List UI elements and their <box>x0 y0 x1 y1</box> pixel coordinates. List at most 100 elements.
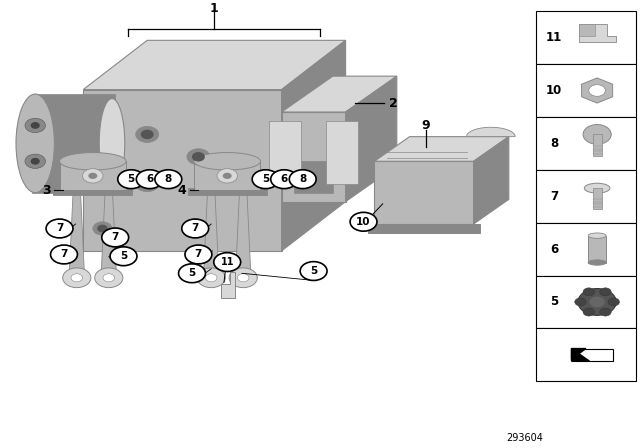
Text: 5: 5 <box>120 251 127 261</box>
Circle shape <box>575 298 586 306</box>
Polygon shape <box>83 90 282 251</box>
Polygon shape <box>221 272 235 298</box>
Text: 5: 5 <box>127 174 135 184</box>
Circle shape <box>88 172 97 179</box>
Text: 6: 6 <box>550 242 558 256</box>
Polygon shape <box>269 121 301 184</box>
Polygon shape <box>593 188 602 209</box>
Polygon shape <box>69 195 84 276</box>
Polygon shape <box>188 188 267 195</box>
Circle shape <box>214 253 241 271</box>
Polygon shape <box>32 94 115 193</box>
Circle shape <box>252 170 279 189</box>
Polygon shape <box>374 137 509 161</box>
Text: 293604: 293604 <box>506 433 543 443</box>
Circle shape <box>102 228 129 247</box>
Circle shape <box>185 245 212 264</box>
Circle shape <box>237 274 249 282</box>
Circle shape <box>31 123 39 128</box>
Text: 8: 8 <box>164 174 172 184</box>
Bar <box>536 170 636 223</box>
Circle shape <box>103 274 115 282</box>
Polygon shape <box>572 349 613 361</box>
Ellipse shape <box>194 153 260 170</box>
Circle shape <box>350 212 377 231</box>
Circle shape <box>589 297 605 307</box>
Circle shape <box>600 288 611 296</box>
Circle shape <box>118 170 145 189</box>
Text: 10: 10 <box>356 217 371 227</box>
Bar <box>536 328 636 381</box>
Circle shape <box>141 180 153 188</box>
Circle shape <box>193 153 204 161</box>
Circle shape <box>136 176 159 192</box>
Circle shape <box>83 168 103 183</box>
Circle shape <box>182 219 209 238</box>
Text: 7: 7 <box>56 224 63 233</box>
Circle shape <box>187 149 210 165</box>
Ellipse shape <box>584 183 610 193</box>
Polygon shape <box>582 78 612 103</box>
Circle shape <box>600 308 611 316</box>
Circle shape <box>25 118 45 133</box>
Ellipse shape <box>16 94 54 193</box>
Circle shape <box>589 85 605 96</box>
Circle shape <box>25 154 45 168</box>
Circle shape <box>46 219 73 238</box>
Polygon shape <box>572 349 586 359</box>
Polygon shape <box>236 195 251 276</box>
Circle shape <box>98 225 107 232</box>
Circle shape <box>136 126 159 142</box>
Circle shape <box>583 125 611 144</box>
Polygon shape <box>53 188 132 195</box>
Polygon shape <box>588 236 606 263</box>
Circle shape <box>51 245 77 264</box>
Bar <box>536 223 636 276</box>
Circle shape <box>155 170 182 189</box>
Circle shape <box>271 170 298 189</box>
Text: 10: 10 <box>546 84 563 97</box>
Text: 7: 7 <box>60 250 68 259</box>
Polygon shape <box>572 349 589 361</box>
Polygon shape <box>294 161 333 193</box>
Bar <box>536 64 636 117</box>
Text: 3: 3 <box>42 184 51 197</box>
Text: 5: 5 <box>310 266 317 276</box>
Polygon shape <box>282 40 346 251</box>
Circle shape <box>31 159 39 164</box>
Text: 7: 7 <box>191 224 199 233</box>
Text: 8: 8 <box>299 174 307 184</box>
Bar <box>536 117 636 170</box>
Bar <box>536 276 636 328</box>
Text: 5: 5 <box>550 295 558 309</box>
Polygon shape <box>474 137 509 224</box>
Circle shape <box>229 268 257 288</box>
Text: 6: 6 <box>280 174 288 184</box>
Circle shape <box>205 274 217 282</box>
Ellipse shape <box>99 99 125 188</box>
Circle shape <box>608 298 620 306</box>
Polygon shape <box>326 121 358 184</box>
Polygon shape <box>204 195 219 276</box>
Polygon shape <box>282 76 397 112</box>
Text: 11: 11 <box>220 257 234 267</box>
Circle shape <box>110 247 137 266</box>
Polygon shape <box>282 112 346 202</box>
Text: 11: 11 <box>546 31 563 44</box>
Text: 7: 7 <box>195 250 202 259</box>
Polygon shape <box>368 224 480 233</box>
Text: 4: 4 <box>177 184 186 197</box>
Text: 5: 5 <box>262 174 269 184</box>
Text: 9: 9 <box>421 119 430 132</box>
Polygon shape <box>593 134 602 156</box>
Polygon shape <box>374 161 474 224</box>
Circle shape <box>583 308 595 316</box>
Text: 6: 6 <box>146 174 154 184</box>
Circle shape <box>300 262 327 280</box>
Polygon shape <box>467 127 515 137</box>
Polygon shape <box>579 24 595 36</box>
Text: 8: 8 <box>550 137 558 150</box>
Ellipse shape <box>60 153 126 170</box>
Bar <box>536 11 636 64</box>
Circle shape <box>578 289 616 315</box>
